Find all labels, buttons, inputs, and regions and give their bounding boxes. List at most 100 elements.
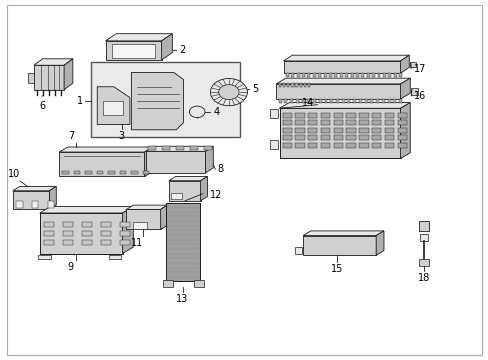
Bar <box>269 109 277 118</box>
Bar <box>301 99 304 103</box>
Bar <box>289 99 292 103</box>
Polygon shape <box>34 65 64 90</box>
Bar <box>142 171 149 174</box>
Bar <box>384 121 393 126</box>
Bar <box>59 152 144 176</box>
Bar <box>371 113 381 118</box>
Polygon shape <box>105 34 172 41</box>
Bar <box>269 140 277 149</box>
Text: 17: 17 <box>413 64 425 74</box>
Bar <box>295 128 304 133</box>
Bar <box>312 99 315 103</box>
Bar <box>306 99 309 103</box>
Text: 15: 15 <box>330 264 343 274</box>
Polygon shape <box>303 231 383 235</box>
Text: 3: 3 <box>118 131 124 140</box>
Polygon shape <box>59 147 153 152</box>
Bar <box>346 143 355 148</box>
Bar <box>409 62 415 67</box>
Bar <box>364 99 367 103</box>
Bar <box>43 230 54 235</box>
Bar <box>371 143 381 148</box>
Bar <box>384 143 393 148</box>
Bar <box>347 99 350 103</box>
Bar <box>282 113 291 118</box>
Bar <box>284 99 287 103</box>
Bar <box>295 143 304 148</box>
Polygon shape <box>205 146 213 173</box>
Bar <box>369 99 372 103</box>
Bar <box>101 239 111 244</box>
Text: 10: 10 <box>8 169 20 179</box>
Bar <box>333 128 342 133</box>
Bar <box>81 230 92 235</box>
Bar <box>307 143 317 148</box>
Polygon shape <box>126 205 167 210</box>
Bar <box>193 280 203 287</box>
Bar <box>333 135 342 140</box>
Bar <box>359 135 368 140</box>
Bar <box>162 146 170 150</box>
Bar <box>303 83 305 87</box>
Bar <box>176 146 183 150</box>
Text: 2: 2 <box>179 45 185 55</box>
Bar <box>97 171 103 174</box>
Bar <box>334 73 337 77</box>
Bar <box>290 83 293 87</box>
Bar <box>387 73 390 77</box>
Bar <box>320 128 329 133</box>
Bar <box>366 73 369 77</box>
Bar <box>285 73 288 77</box>
Bar <box>120 171 126 174</box>
Bar <box>291 73 294 77</box>
Bar <box>112 44 155 58</box>
Polygon shape <box>122 207 133 253</box>
Polygon shape <box>400 78 409 99</box>
Bar <box>146 151 205 173</box>
Bar <box>276 84 400 99</box>
Bar <box>397 121 406 126</box>
Bar <box>43 222 54 226</box>
Bar <box>16 201 22 208</box>
Polygon shape <box>161 34 172 60</box>
Bar <box>165 203 199 281</box>
Polygon shape <box>64 59 73 90</box>
Bar <box>346 113 355 118</box>
Bar <box>329 99 332 103</box>
Polygon shape <box>279 103 409 108</box>
Bar <box>382 73 385 77</box>
Circle shape <box>218 85 239 100</box>
Polygon shape <box>97 87 130 125</box>
Bar <box>384 135 393 140</box>
Bar <box>346 121 355 126</box>
Bar <box>359 121 368 126</box>
Bar <box>333 143 342 148</box>
Bar <box>397 113 406 118</box>
Bar <box>299 83 302 87</box>
Bar <box>397 128 406 133</box>
Text: 9: 9 <box>67 262 73 272</box>
Bar <box>303 235 375 255</box>
Bar <box>418 221 428 231</box>
Text: 13: 13 <box>176 294 188 304</box>
Bar <box>307 121 317 126</box>
Bar <box>62 230 73 235</box>
Text: 14: 14 <box>302 98 314 108</box>
Bar <box>381 99 384 103</box>
Polygon shape <box>146 146 213 151</box>
Bar <box>307 73 310 77</box>
Bar <box>102 102 123 115</box>
Bar <box>120 239 130 244</box>
Bar <box>43 239 54 244</box>
Bar <box>282 121 291 126</box>
Bar <box>359 143 368 148</box>
Bar <box>282 143 291 148</box>
Polygon shape <box>168 176 207 181</box>
Bar <box>126 210 160 229</box>
Bar <box>294 247 301 253</box>
Polygon shape <box>200 176 207 201</box>
Bar <box>295 113 304 118</box>
Bar <box>32 201 39 208</box>
Bar <box>359 113 368 118</box>
Bar <box>307 113 317 118</box>
